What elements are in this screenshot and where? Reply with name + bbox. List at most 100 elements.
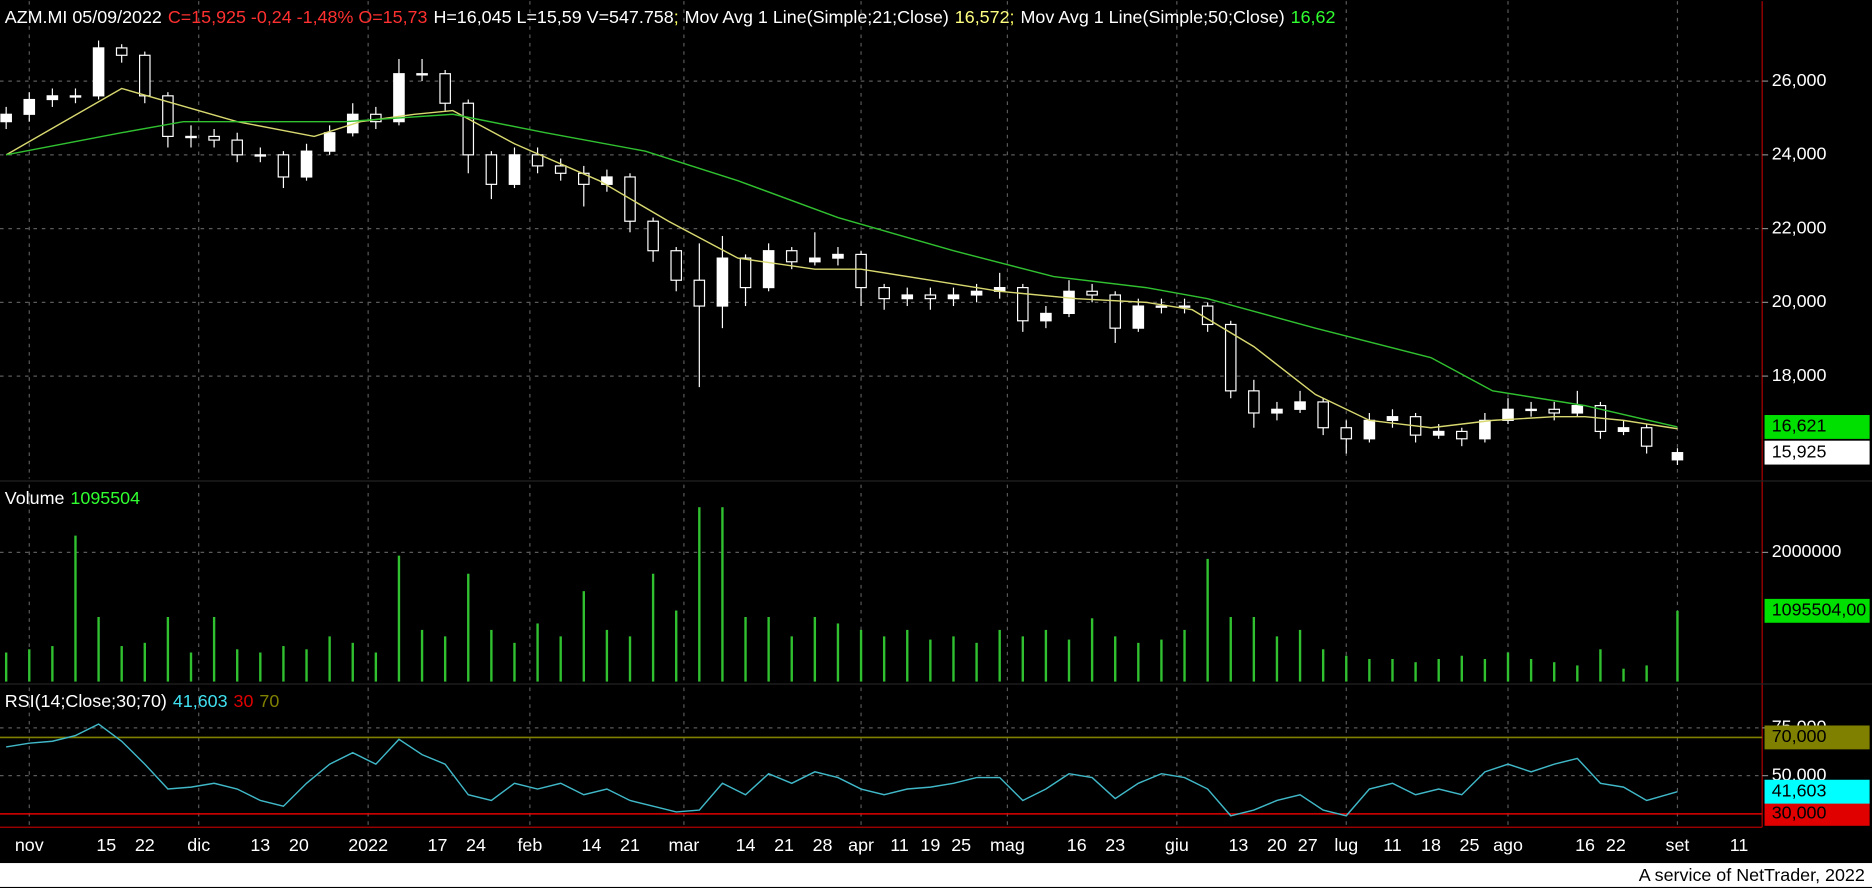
volume-bar [282, 646, 285, 682]
header-segment: Mov Avg 1 Line(Simple;50;Close) [1020, 7, 1284, 27]
volume-bar [1137, 642, 1140, 682]
volume-bar [952, 636, 955, 682]
x-tick-label: 11 [890, 835, 909, 855]
candle-body [254, 154, 267, 157]
panel-header: RSI(14;Close;30;70) 41,603 30 70 [5, 691, 280, 711]
level-label: 30 [234, 691, 254, 711]
x-tick-label: dic [187, 835, 210, 855]
volume-bar [1460, 655, 1463, 682]
level-box-label-box [1764, 725, 1870, 750]
volume-bar [1275, 636, 1279, 682]
last-value-label: 41,603 [1772, 780, 1827, 800]
volume-bar [4, 652, 8, 682]
x-tick-label: 2022 [348, 835, 388, 855]
candle-body [1671, 452, 1684, 461]
volume-bar [212, 616, 216, 682]
volume-bar [744, 616, 747, 682]
x-tick-label: 19 [920, 835, 940, 855]
candle-body [208, 135, 220, 141]
x-tick-label: 24 [466, 835, 486, 855]
level-box-label-box [1764, 801, 1870, 826]
candle-body [693, 279, 706, 307]
x-tick-label: 17 [428, 835, 448, 855]
y-tick-label: 26,000 [1772, 70, 1827, 90]
volume-bar [74, 535, 77, 682]
header-segment: H=16,045 L=15,59 V=547.758 [433, 7, 673, 27]
volume-bar [1622, 668, 1625, 682]
header-segment: AZM.MI 05/09/2022 [5, 7, 162, 27]
candle-body [1340, 427, 1353, 440]
volume-bar [906, 629, 909, 682]
x-tick-label: 15 [96, 835, 116, 855]
last-value-label: 1095504,00 [1772, 600, 1867, 620]
candle-body [670, 250, 683, 281]
x-tick-label: 25 [951, 835, 971, 855]
volume-bar [698, 507, 701, 682]
candle-body [508, 154, 521, 185]
x-tick-label: feb [517, 835, 542, 855]
volume-bar [1645, 665, 1648, 682]
x-tick-label: 16 [1067, 835, 1087, 855]
candle-body [1224, 323, 1237, 392]
volume-bar [1067, 639, 1071, 682]
header-segment: C=15,925 -0,24 -1,48% O=15,73 [168, 7, 428, 27]
volume-bar [929, 639, 932, 682]
candle-body [878, 287, 890, 300]
candle-body [1386, 416, 1399, 421]
volume-bar [513, 642, 516, 682]
volume-bar [1391, 658, 1394, 682]
x-tick-label: 16 [1575, 835, 1595, 855]
volume-bar [1599, 649, 1602, 682]
candle-body [92, 47, 105, 97]
x-tick-label: 11 [1383, 835, 1402, 855]
candle-body [1248, 390, 1260, 414]
candle-body [485, 154, 498, 185]
x-tick-label: apr [848, 835, 874, 855]
footer: A service of NetTrader, 2022 [1639, 865, 1865, 885]
volume-bar [675, 610, 678, 682]
last-value-label: 16,621 [1772, 416, 1827, 436]
candle-body [716, 257, 729, 307]
candle-body [1571, 405, 1584, 414]
candle-body [1432, 430, 1445, 436]
x-tick-label: 22 [1606, 835, 1626, 855]
candle-body [1525, 408, 1537, 412]
y-tick-label: 24,000 [1772, 144, 1827, 164]
chart-header: AZM.MI 05/09/2022 C=15,925 -0,24 -1,48% O… [5, 7, 1336, 27]
volume-bar [97, 616, 100, 682]
volume-bar [1576, 665, 1579, 682]
volume-bar [374, 652, 378, 682]
volume-bar [1090, 618, 1094, 682]
level-label: 70 [259, 691, 279, 711]
volume-bar [975, 642, 978, 682]
candle-body [462, 102, 475, 156]
candle-body [739, 257, 752, 289]
panel-title: RSI(14;Close;30;70) [5, 691, 167, 711]
candle-body [185, 135, 197, 139]
x-tick-label: 13 [1228, 835, 1248, 855]
x-tick-label: lug [1334, 835, 1358, 855]
x-tick-label: 13 [250, 835, 270, 855]
candle-body [23, 98, 36, 115]
candle-body [1271, 408, 1283, 414]
x-tick-label: 20 [1267, 835, 1287, 855]
candle-body [647, 220, 659, 252]
volume-bar [1437, 658, 1440, 682]
volume-bar [259, 652, 262, 682]
volume-bar [836, 623, 840, 682]
volume-bar [813, 616, 817, 682]
candle-body [323, 132, 336, 152]
volume-bar [1483, 658, 1487, 682]
x-tick-label: mar [669, 835, 700, 855]
x-tick-label: 14 [736, 835, 756, 855]
candle-body [231, 139, 244, 156]
volume-bar [328, 636, 331, 682]
x-tick-label: 21 [774, 835, 794, 855]
volume-bar [1298, 629, 1302, 682]
volume-bar [882, 636, 886, 682]
header-segment: 16,62 [1291, 7, 1336, 27]
y-tick-label: 22,000 [1772, 217, 1827, 237]
candle-body [1617, 427, 1630, 433]
last-value-label-box [1764, 779, 1870, 804]
